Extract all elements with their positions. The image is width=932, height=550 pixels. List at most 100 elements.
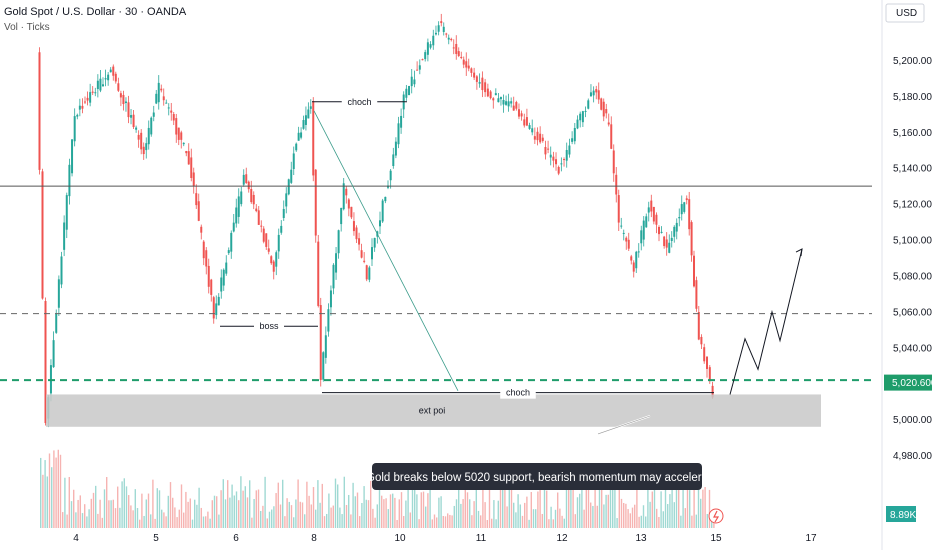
candle-body (589, 92, 592, 97)
volume-bar (55, 457, 57, 528)
candle-body (152, 112, 155, 117)
volume-bar (561, 515, 563, 528)
candle-body (595, 89, 598, 93)
volume-bar (260, 510, 262, 528)
volume-bar (75, 512, 77, 528)
currency-box (885, 3, 925, 23)
volume-bar (299, 501, 301, 528)
candle-body (597, 90, 600, 100)
candle-body (360, 250, 363, 258)
candle-body (557, 167, 560, 174)
candle-body (270, 256, 273, 264)
volume-badge (886, 506, 916, 522)
volume-bar (372, 508, 374, 528)
candle-body (135, 127, 138, 130)
candle-body (345, 188, 348, 196)
volume-bar (189, 498, 191, 528)
candle-body (507, 101, 510, 107)
candle-body (245, 174, 248, 183)
volume-bar (422, 491, 425, 528)
volume-bar (429, 489, 431, 528)
candle-body (355, 227, 358, 240)
volume-bar (68, 476, 70, 528)
candle-body (494, 93, 497, 96)
candle-body (132, 114, 135, 128)
candle-body (697, 311, 700, 340)
volume-bar (389, 494, 392, 528)
volume-bar (519, 504, 521, 528)
volume-bar (183, 512, 185, 528)
last-price-label: 5,020.600 (892, 378, 932, 389)
volume-bar (656, 508, 658, 528)
volume-bar (403, 516, 405, 528)
ext-poi-label: ext poi (419, 406, 446, 416)
candle-body (517, 109, 520, 117)
volume-bar (352, 482, 354, 528)
volume-bar (433, 514, 436, 528)
volume-bar (552, 519, 554, 528)
candle-body (309, 106, 312, 109)
candle-body (190, 157, 193, 179)
candle-body (55, 313, 58, 333)
candle-body (442, 26, 445, 32)
candle-body (630, 256, 633, 261)
volume-bar (612, 482, 614, 528)
volume-bar (220, 490, 222, 528)
volume-bar (491, 518, 493, 528)
candle-body (94, 92, 97, 94)
candle-body (329, 290, 332, 308)
candle-body (195, 193, 198, 206)
volume-bar (686, 484, 689, 528)
projection-path (729, 248, 803, 395)
candle-body (290, 169, 293, 183)
candle-body (445, 33, 448, 35)
volume-bar (268, 511, 271, 528)
y-tick-label: 5,100.000 (893, 236, 932, 247)
candle-body (424, 52, 427, 60)
volume-bar (620, 498, 623, 528)
volume-bar (147, 493, 150, 528)
candle-body (465, 61, 468, 68)
candle-body (410, 76, 413, 87)
callout-text: If Gold breaks below 5020 support, beari… (356, 472, 717, 484)
candle-body (675, 222, 678, 232)
volume-bar (84, 504, 86, 528)
volume-bar (161, 509, 163, 528)
volume-bar (477, 510, 480, 528)
candle-body (418, 65, 421, 70)
x-tick-label: 12 (556, 533, 568, 544)
candle-body (78, 105, 81, 110)
volume-bar (598, 482, 601, 528)
candle-body (150, 117, 153, 135)
y-tick-label: 5,000.000 (893, 415, 932, 426)
candle-body (57, 279, 60, 308)
candle-body (568, 145, 571, 155)
candle-body (76, 114, 79, 117)
candle-body (541, 137, 544, 141)
volume-bar (308, 495, 310, 528)
volume-bar (546, 490, 548, 528)
candle-body (363, 260, 366, 262)
y-tick-label: 5,140.000 (893, 164, 932, 175)
volume-bar (541, 513, 543, 528)
lightning-icon (713, 510, 720, 523)
volume-bar (286, 498, 288, 528)
candle-body (549, 154, 552, 158)
volume-bar (383, 499, 385, 528)
y-tick-label: 5,160.000 (893, 128, 932, 139)
candle-body (337, 230, 340, 254)
candle-body (703, 347, 706, 362)
y-tick-label: 5,040.000 (893, 343, 932, 354)
event-icon (708, 508, 724, 524)
candle-body (285, 193, 288, 207)
candle-body (304, 115, 307, 125)
candle-body (655, 214, 658, 225)
volume-bar (629, 513, 631, 528)
volume-bar (224, 499, 227, 528)
volume-bar (130, 505, 132, 528)
volume-bar (680, 515, 682, 528)
callout-pointer-edge (597, 415, 651, 435)
volume-bar (367, 500, 370, 528)
volume-bar (337, 484, 339, 528)
